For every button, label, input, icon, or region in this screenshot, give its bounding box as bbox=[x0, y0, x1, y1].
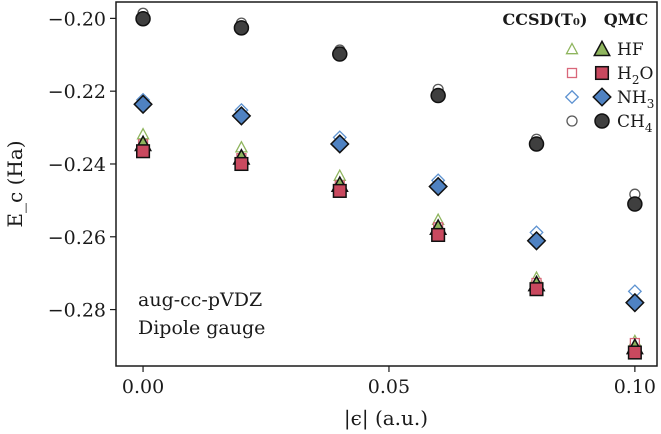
data-point-qmc-h2o bbox=[234, 156, 249, 172]
x-axis-label: |ϵ| (a.u.) bbox=[344, 406, 428, 431]
legend-marker-ccsd-h2o bbox=[566, 67, 578, 79]
data-point-qmc-ch4 bbox=[627, 196, 643, 212]
y-tick-label: −0.22 bbox=[48, 81, 106, 103]
data-point-qmc-nh3 bbox=[329, 134, 350, 154]
data-points bbox=[133, 7, 645, 360]
data-point-qmc-ch4 bbox=[528, 136, 545, 152]
data-point-qmc-nh3 bbox=[625, 292, 645, 313]
legend-marker-qmc-ch4 bbox=[594, 113, 610, 129]
data-point-qmc-ch4 bbox=[332, 46, 348, 62]
basis-annotation: aug-cc-pVDZ bbox=[138, 289, 262, 311]
legend-marker-qmc-hf bbox=[593, 39, 611, 57]
legend-label-hf: HF bbox=[617, 40, 644, 60]
data-point-qmc-h2o bbox=[332, 183, 347, 198]
legend-label-h2o: H2O bbox=[617, 64, 653, 87]
x-tick-label: 0.05 bbox=[368, 376, 410, 398]
ticks: 0.00 0.05 0.10 −0.20 −0.22 −0.24 −0.26 −0.28 bbox=[48, 8, 656, 398]
legend-label-ch4: CH4 bbox=[617, 112, 653, 135]
legend-header-ccsd: CCSD(T₀) bbox=[503, 10, 588, 29]
legend-marker-ccsd-hf bbox=[565, 42, 579, 55]
legend-header-qmc: QMC bbox=[604, 10, 648, 29]
legend-marker-qmc-h2o bbox=[594, 65, 610, 81]
gauge-annotation: Dipole gauge bbox=[138, 317, 265, 339]
legend-label-nh3: NH3 bbox=[617, 88, 654, 111]
x-tick-label: 0.00 bbox=[122, 376, 164, 398]
data-point-qmc-h2o bbox=[136, 144, 151, 159]
data-point-qmc-ch4 bbox=[135, 10, 151, 27]
y-tick-label: −0.24 bbox=[48, 154, 106, 176]
y-tick-label: −0.26 bbox=[48, 227, 106, 249]
y-tick-label: −0.20 bbox=[48, 8, 106, 30]
y-tick-label: −0.28 bbox=[48, 300, 106, 322]
data-point-qmc-nh3 bbox=[428, 176, 448, 197]
legend: CCSD(T₀) QMC HF H2O NH3 CH4 bbox=[503, 10, 655, 135]
data-point-qmc-h2o bbox=[627, 345, 642, 360]
data-point-qmc-h2o bbox=[431, 227, 446, 243]
x-tick-label: 0.10 bbox=[614, 376, 656, 398]
legend-markers bbox=[564, 39, 612, 129]
data-point-qmc-h2o bbox=[529, 282, 544, 297]
data-point-qmc-nh3 bbox=[133, 94, 153, 115]
data-point-qmc-nh3 bbox=[231, 106, 252, 126]
data-point-qmc-ch4 bbox=[233, 20, 250, 36]
plot-frame bbox=[115, 1, 658, 367]
data-point-qmc-ch4 bbox=[430, 87, 446, 104]
legend-marker-ccsd-nh3 bbox=[564, 89, 580, 105]
legend-marker-qmc-nh3 bbox=[592, 87, 612, 107]
data-point-qmc-nh3 bbox=[526, 230, 547, 251]
legend-marker-ccsd-ch4 bbox=[566, 115, 578, 127]
y-axis-label: E_c (Ha) bbox=[3, 140, 27, 227]
